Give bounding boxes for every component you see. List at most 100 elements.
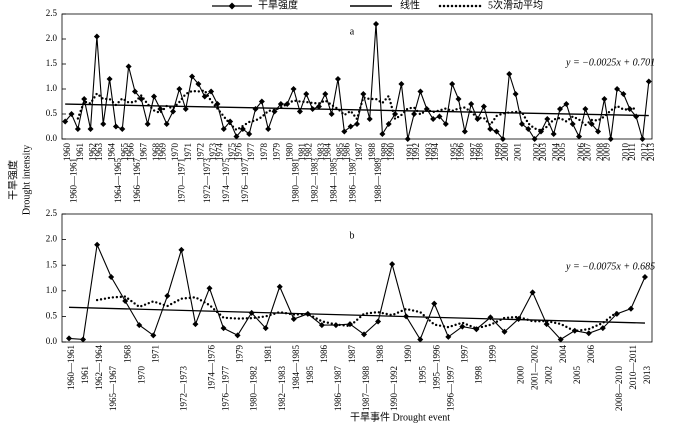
- x-tick-label: 1996—1997: [445, 366, 455, 412]
- y-tick-label: 0.0: [46, 336, 58, 346]
- x-tick-label: 1961: [75, 143, 85, 161]
- data-point: [512, 91, 519, 97]
- y-tick-label: 2.0: [46, 33, 58, 43]
- x-tick-label: 1974—1975: [221, 158, 231, 204]
- x-tick-label: 2006: [586, 345, 596, 364]
- x-tick-label: 1987—1988: [361, 366, 371, 412]
- x-tick-label: 1995: [417, 366, 427, 385]
- x-tick-label: 1990: [386, 143, 396, 162]
- data-point: [315, 103, 322, 110]
- data-point: [398, 81, 405, 87]
- data-point: [626, 106, 633, 112]
- data-point: [265, 126, 272, 132]
- data-point: [557, 336, 564, 343]
- x-tick-label: 1995: [449, 143, 459, 162]
- data-point: [366, 116, 373, 122]
- x-tick-label: 1990: [403, 345, 413, 364]
- data-point: [595, 128, 602, 135]
- x-tick-label: 2002: [544, 366, 554, 384]
- legend-label: 5次滑动平均: [488, 0, 543, 11]
- data-point: [189, 73, 196, 80]
- data-point: [557, 106, 564, 112]
- x-tick-label: 1998: [475, 143, 485, 162]
- data-point: [360, 91, 367, 97]
- data-point: [569, 121, 576, 127]
- data-point: [80, 336, 87, 343]
- data-point: [150, 332, 157, 339]
- x-tick-label: 2005: [572, 366, 582, 385]
- data-point: [334, 76, 341, 82]
- data-point: [445, 333, 452, 340]
- x-tick-label: 1983: [316, 143, 326, 162]
- data-point: [220, 325, 227, 332]
- x-tick-label: 1976—1977: [221, 366, 231, 412]
- data-point: [614, 86, 621, 92]
- x-tick-label: 1964: [107, 143, 117, 162]
- data-point: [480, 103, 487, 110]
- data-point: [385, 121, 392, 127]
- legend-diamond: [228, 2, 236, 10]
- data-point: [170, 108, 177, 115]
- data-point: [119, 126, 126, 132]
- data-point: [455, 96, 462, 102]
- data-point: [100, 121, 107, 127]
- data-point: [375, 318, 382, 325]
- data-point: [277, 101, 284, 107]
- data-point: [449, 81, 456, 87]
- data-point: [328, 111, 335, 117]
- x-tick-label: 1986: [319, 345, 329, 364]
- data-point: [518, 121, 525, 127]
- data-point: [379, 131, 386, 137]
- data-point: [252, 106, 259, 112]
- x-tick-label: 1969: [157, 143, 167, 162]
- data-point: [389, 261, 396, 268]
- data-point: [641, 273, 648, 280]
- data-point: [403, 313, 410, 320]
- x-tick-label: 1987: [347, 345, 357, 364]
- plot-frame: [61, 213, 653, 343]
- y-tick-label: 0.5: [46, 310, 58, 320]
- x-tick-label: 1974—1976: [207, 345, 217, 391]
- data-point: [525, 126, 532, 132]
- data-point: [459, 323, 466, 330]
- data-point: [157, 106, 164, 112]
- data-point: [461, 128, 468, 135]
- x-tick-label: 1963: [94, 143, 104, 162]
- intensity-line: [68, 242, 646, 341]
- data-point: [150, 93, 157, 100]
- x-tick-label: 1972—1973: [202, 158, 212, 204]
- x-tick-label: 2010—2011: [628, 345, 638, 390]
- data-point: [81, 96, 88, 102]
- data-point: [68, 111, 75, 117]
- data-point: [442, 121, 449, 127]
- x-tick-label: 1999: [488, 345, 498, 364]
- x-tick-label: 1970: [136, 366, 146, 385]
- data-point: [599, 325, 606, 332]
- data-point: [404, 136, 411, 142]
- data-point: [94, 241, 101, 248]
- data-point: [108, 273, 115, 280]
- x-tick-label: 1985: [335, 143, 345, 162]
- data-point: [544, 116, 551, 122]
- data-point: [588, 121, 595, 127]
- data-point: [271, 108, 278, 115]
- x-tick-label: 2008—2010: [614, 366, 624, 412]
- data-point: [582, 106, 589, 112]
- data-point: [633, 113, 640, 120]
- x-tick-label: 1988—1989: [373, 158, 383, 204]
- legend-label: 线性: [400, 0, 420, 11]
- data-point: [550, 131, 557, 137]
- x-tick-label: 1980—1982: [249, 366, 259, 411]
- legend-label: 干旱强度: [258, 0, 298, 11]
- x-tick-label: 2010: [621, 143, 631, 162]
- y-tick-label: 2.5: [46, 208, 58, 218]
- data-point: [206, 285, 213, 292]
- y-tick-label: 1.0: [46, 285, 58, 295]
- x-tick-label: 2002: [532, 143, 542, 161]
- x-tick-label: 1988: [367, 143, 377, 162]
- x-tick-label: 1967: [138, 143, 148, 162]
- data-point: [487, 126, 494, 132]
- data-point: [220, 126, 227, 132]
- data-point: [192, 321, 199, 328]
- data-point: [487, 314, 494, 321]
